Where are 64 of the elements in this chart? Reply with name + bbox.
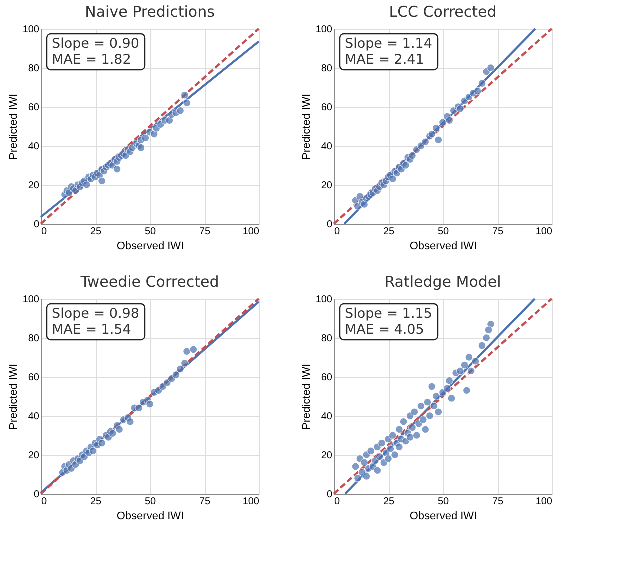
- x-axis-title: Observed IWI: [116, 240, 184, 252]
- y-tick-label: 60: [28, 102, 40, 114]
- annotation: Slope = 1.14: [345, 36, 432, 52]
- y-tick-label: 20: [28, 180, 40, 192]
- annotation: Slope = 0.90: [52, 36, 140, 52]
- chart-title: Tweedie Corrected: [80, 273, 220, 291]
- y-axis-title: Predicted IWI: [300, 364, 313, 430]
- y-tick-label: 100: [22, 294, 40, 306]
- x-tick-label: 75: [492, 496, 504, 508]
- x-tick-label: 100: [536, 496, 553, 508]
- x-tick-label: 0: [334, 496, 340, 508]
- y-tick-label: 40: [28, 142, 40, 152]
- x-tick-label: 100: [242, 226, 260, 238]
- annotation: MAE = 1.82: [52, 52, 132, 68]
- x-tick-label: 50: [438, 496, 450, 508]
- y-tick-label: 60: [28, 372, 40, 384]
- y-axis-title: Predicted IWI: [300, 94, 313, 160]
- x-axis-title: Observed IWI: [116, 510, 184, 522]
- y-tick-label: 0: [326, 490, 333, 500]
- y-tick-label: 0: [34, 220, 40, 230]
- annotation: MAE = 4.05: [345, 322, 424, 338]
- x-tick-label: 25: [383, 496, 395, 508]
- y-tick-label: 20: [321, 180, 333, 192]
- x-axis-title: Observed IWI: [410, 240, 478, 252]
- annotation: MAE = 2.41: [345, 52, 424, 68]
- x-tick-label: 0: [334, 226, 340, 238]
- x-tick-label: 100: [536, 226, 553, 238]
- y-tick-label: 100: [22, 24, 40, 36]
- annotation: Slope = 1.15: [345, 306, 432, 322]
- y-tick-label: 0: [326, 220, 333, 230]
- x-tick-label: 0: [42, 496, 48, 508]
- y-tick-label: 0: [34, 490, 40, 500]
- y-tick-label: 20: [28, 450, 40, 462]
- chart-title: LCC Corrected: [389, 3, 497, 21]
- x-tick-label: 75: [492, 226, 504, 238]
- x-tick-label: 50: [144, 496, 156, 508]
- y-tick-label: 80: [28, 64, 40, 74]
- x-tick-label: 25: [383, 226, 395, 238]
- x-tick-label: 50: [438, 226, 450, 238]
- x-axis-title: Observed IWI: [410, 510, 478, 522]
- y-axis-title: Predicted IWI: [8, 364, 20, 430]
- y-tick-label: 40: [28, 412, 40, 422]
- x-tick-label: 75: [199, 226, 211, 238]
- y-tick-label: 80: [321, 334, 333, 344]
- y-tick-label: 20: [321, 450, 333, 462]
- annotation: Slope = 0.98: [52, 306, 140, 322]
- y-tick-label: 60: [321, 372, 333, 384]
- annotation: MAE = 1.54: [52, 322, 132, 338]
- x-tick-label: 100: [242, 496, 260, 508]
- y-tick-label: 80: [28, 334, 40, 344]
- y-tick-label: 60: [321, 102, 333, 114]
- y-tick-label: 80: [321, 64, 333, 74]
- y-tick-label: 40: [321, 412, 333, 422]
- x-tick-label: 50: [144, 226, 156, 238]
- chart-title: Naive Predictions: [85, 3, 216, 21]
- y-axis-title: Predicted IWI: [8, 94, 20, 160]
- x-tick-label: 0: [42, 226, 48, 238]
- x-tick-label: 25: [90, 226, 102, 238]
- y-tick-label: 40: [321, 142, 333, 152]
- y-tick-label: 100: [316, 24, 333, 36]
- x-tick-label: 75: [199, 496, 211, 508]
- x-tick-label: 25: [90, 496, 102, 508]
- y-tick-label: 100: [316, 294, 333, 306]
- chart-title: Ratledge Model: [384, 273, 502, 291]
